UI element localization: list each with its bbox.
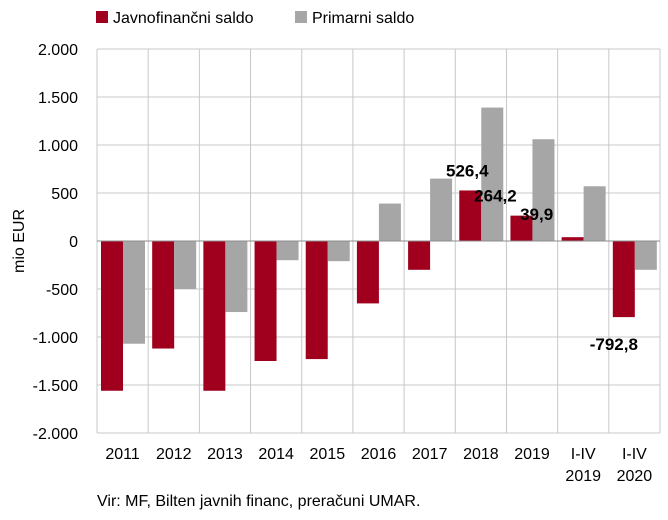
y-tick-label: -2.000 [33,426,78,443]
bar-javnofinancni-4 [305,241,328,360]
bar-primarni-1 [174,241,197,289]
x-tick-labels: 2011 2012 2013 2014 2015 2016 2017 2018 2019 I-IV… [105,446,652,485]
x-tick-label: I-IV 2019 [565,446,601,485]
bar-javnofinancni-6 [408,241,431,270]
bar-primarni-7 [481,107,504,241]
x-tick-label: 2013 [207,446,243,463]
bar-javnofinancni-7 [459,190,482,241]
legend: Javnofinančni saldo Primarni saldo [96,10,414,27]
y-tick-labels: 2.000 1.500 1.000 500 0 -500 -1.000 -1.500 -2.00… [33,42,78,443]
bar-primarni-0 [123,241,145,344]
bar-primarni-3 [276,241,299,261]
y-tick-label: -1.500 [33,378,78,395]
bar-javnofinancni-9 [561,237,584,241]
legend-label: Javnofinančni saldo [113,10,254,27]
bar-javnofinancni-8 [510,215,533,241]
bar-javnofinancni-5 [356,241,379,304]
legend-swatch [96,11,108,23]
bars [101,107,657,391]
x-tick-label: 2019 [514,446,550,463]
legend-swatch [295,11,307,23]
y-axis-label: mio EUR [11,209,28,273]
bar-javnofinancni-1 [152,241,175,349]
bar-javnofinancni-2 [203,241,226,391]
x-tick-label: 2017 [412,446,448,463]
data-labels: 526,4 264,239,9 -792,8 [446,161,638,354]
y-tick-label: 0 [69,234,78,251]
x-tick-label: 2018 [463,446,499,463]
data-label: 39,9 [520,205,553,224]
y-tick-label: 1.000 [38,138,78,155]
bar-primarni-6 [430,178,453,241]
y-tick-label: -1.000 [33,330,78,347]
x-tick-label: 2011 [105,446,140,463]
x-tick-label: I-IV 2020 [617,446,653,485]
bar-primarni-8 [532,139,555,241]
y-tick-label: -500 [46,282,78,299]
y-tick-label: 500 [51,186,78,203]
bar-primarni-2 [225,241,248,313]
bar-primarni-10 [634,241,657,270]
x-tick-label: 2012 [156,446,192,463]
bar-javnofinancni-0 [101,241,123,391]
bar-primarni-9 [583,186,606,241]
x-tick-label: 2015 [310,446,346,463]
data-label: 264,2 [474,187,517,206]
bar-primarni-4 [327,241,350,262]
y-tick-label: 2.000 [38,42,78,59]
bar-primarni-5 [378,203,401,241]
legend-label: Primarni saldo [312,10,414,27]
y-tick-label: 1.500 [38,90,78,107]
bar-javnofinancni-3 [254,241,277,361]
data-label: -792,8 [590,335,638,354]
bar-javnofinancni-10 [612,241,635,318]
data-label: 526,4 [446,161,489,180]
source-note: Vir: MF, Bilten javnih financ, preračuni… [97,493,420,510]
x-tick-label: 2014 [258,446,294,463]
x-tick-label: 2016 [361,446,397,463]
